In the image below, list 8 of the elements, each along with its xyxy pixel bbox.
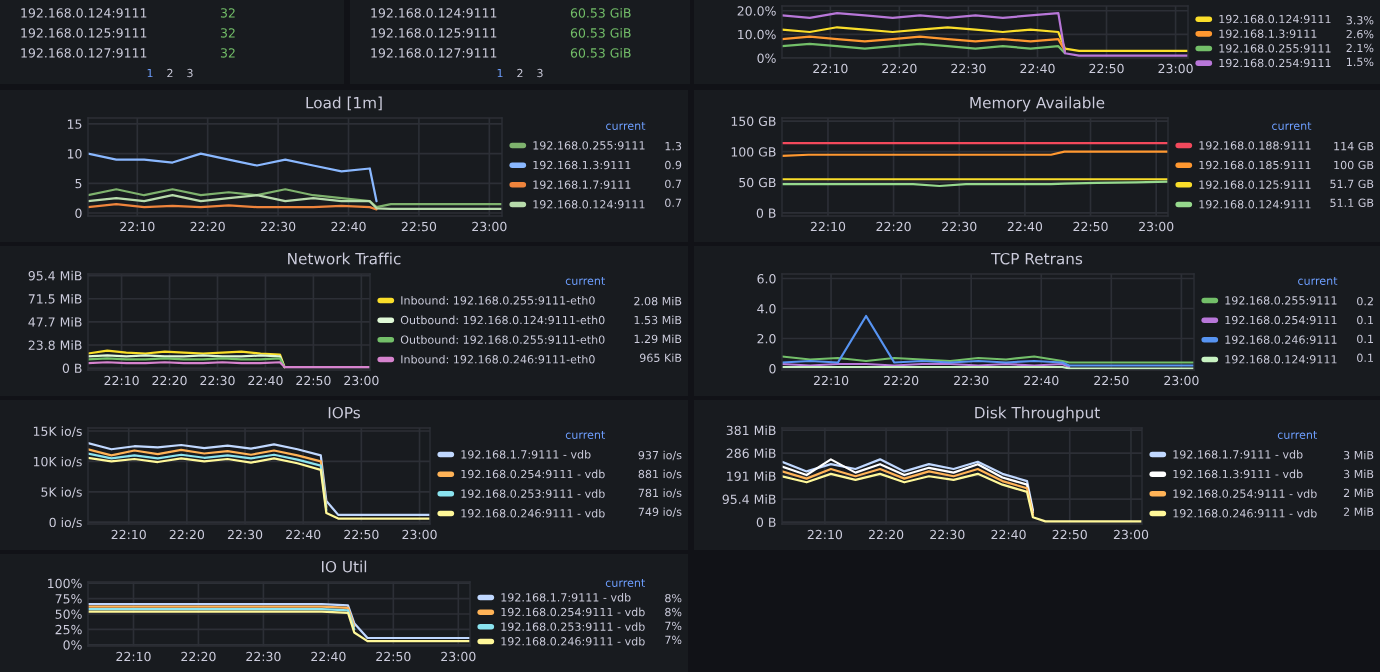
line-series: [88, 188, 502, 209]
line-series: [88, 442, 430, 516]
line-series: [782, 26, 1188, 53]
line-series: [88, 152, 378, 203]
line-series: [782, 11, 1188, 57]
line-series: [782, 35, 1067, 53]
line-series: [88, 603, 470, 640]
line-series: [782, 467, 1035, 516]
